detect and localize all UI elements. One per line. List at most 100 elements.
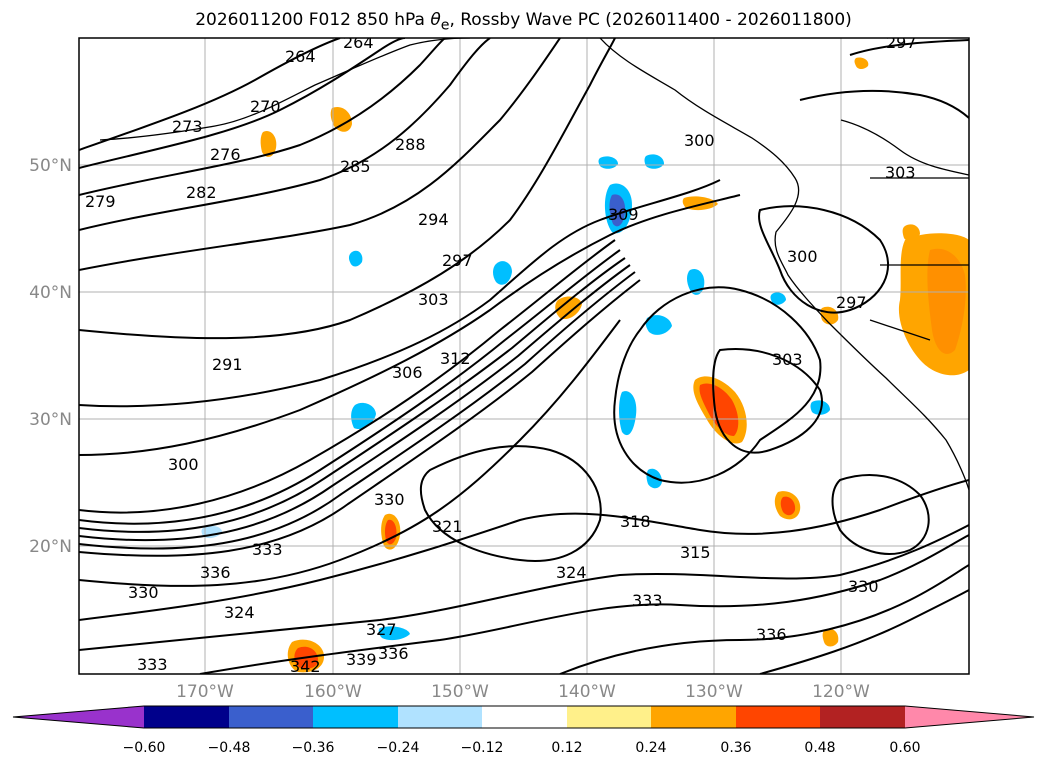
colorbar-segment bbox=[736, 706, 820, 728]
map-content: 264 264 270 273 276 279 282 285 288 291 … bbox=[79, 33, 969, 676]
contour-label: 270 bbox=[250, 97, 281, 116]
positive-anomaly-patch bbox=[555, 296, 582, 320]
lat-label-20n: 20°N bbox=[29, 537, 72, 557]
lon-label-150w: 150°W bbox=[431, 682, 489, 702]
negative-anomaly-core bbox=[609, 194, 626, 227]
colorbar-segment bbox=[482, 706, 567, 728]
contour-label: 330 bbox=[848, 577, 879, 596]
colorbar-segment bbox=[144, 706, 229, 728]
negative-anomaly-patch bbox=[348, 250, 363, 267]
colorbar: −0.60 −0.48 −0.36 −0.24 −0.12 0.12 0.24 … bbox=[12, 705, 1035, 756]
colorbar-tick-label: −0.24 bbox=[377, 740, 420, 756]
contour-label: 264 bbox=[285, 47, 316, 66]
colorbar-tick-label: −0.36 bbox=[292, 740, 335, 756]
contour-label: 282 bbox=[186, 183, 217, 202]
contour-label: 327 bbox=[366, 620, 397, 639]
colorbar-extend-min bbox=[13, 706, 144, 728]
colorbar-tick-label: 0.60 bbox=[889, 740, 920, 756]
contour-label: 333 bbox=[252, 540, 283, 559]
contour-label: 309 bbox=[608, 205, 639, 224]
contour-label: 333 bbox=[137, 655, 168, 674]
contour-label: 300 bbox=[787, 247, 818, 266]
contour-label: 336 bbox=[378, 644, 409, 663]
contour-label: 303 bbox=[885, 163, 916, 182]
contour-label: 297 bbox=[886, 33, 917, 52]
colorbar-segment bbox=[651, 706, 736, 728]
contour-label: 300 bbox=[168, 455, 199, 474]
positive-anomaly-patch bbox=[330, 106, 352, 132]
strong-positive-anomaly-patch bbox=[699, 383, 739, 436]
contour-label: 324 bbox=[556, 563, 587, 582]
graticule bbox=[79, 38, 969, 674]
colorbar-extend-max bbox=[905, 706, 1034, 728]
contour-label: 291 bbox=[212, 355, 243, 374]
coastlines bbox=[99, 38, 969, 491]
colorbar-segment bbox=[229, 706, 313, 728]
colorbar-segment bbox=[313, 706, 398, 728]
theta-e-contours bbox=[79, 38, 969, 674]
lon-label-160w: 160°W bbox=[304, 682, 362, 702]
contour-label: 279 bbox=[85, 192, 116, 211]
negative-anomaly-patch bbox=[770, 292, 786, 305]
contour-label: 336 bbox=[200, 563, 231, 582]
negative-anomaly-patch bbox=[598, 156, 618, 169]
colorbar-segment bbox=[398, 706, 482, 728]
negative-anomaly-patch bbox=[493, 261, 512, 285]
lon-label-120w: 120°W bbox=[812, 682, 870, 702]
contour-label: 273 bbox=[172, 117, 203, 136]
contour-label: 324 bbox=[224, 603, 255, 622]
negative-anomaly-patch bbox=[810, 400, 830, 415]
map-frame bbox=[78, 37, 970, 675]
strong-positive-anomaly-patch bbox=[780, 496, 796, 516]
contour-label: 330 bbox=[128, 583, 159, 602]
title-subscript: e bbox=[440, 17, 450, 34]
lat-label-50n: 50°N bbox=[29, 156, 72, 176]
lat-label-40n: 40°N bbox=[29, 283, 72, 303]
colorbar-segment bbox=[567, 706, 651, 728]
contour-label: 339 bbox=[346, 650, 377, 669]
lon-label-170w: 170°W bbox=[176, 682, 234, 702]
positive-anomaly-patch bbox=[902, 224, 920, 242]
map-title: 2026011200 F012 850 hPa θe, Rossby Wave … bbox=[0, 10, 1047, 33]
positive-anomaly-patch bbox=[854, 57, 869, 69]
negative-anomaly-patch bbox=[378, 626, 410, 641]
negative-anomaly-patch bbox=[619, 391, 637, 436]
contour-label: 264 bbox=[343, 33, 374, 52]
contour-label: 321 bbox=[432, 517, 463, 536]
contour-label: 288 bbox=[395, 135, 426, 154]
positive-anomaly-patch bbox=[822, 628, 839, 647]
contour-label: 303 bbox=[772, 350, 803, 369]
contour-label: 315 bbox=[680, 543, 711, 562]
contour-label: 297 bbox=[442, 251, 473, 270]
contour-label: 294 bbox=[418, 210, 449, 229]
lon-label-140w: 140°W bbox=[558, 682, 616, 702]
contour-label: 330 bbox=[374, 490, 405, 509]
colorbar-tick-label: 0.12 bbox=[551, 740, 582, 756]
colorbar-tick-label: 0.24 bbox=[635, 740, 666, 756]
contour-label: 306 bbox=[392, 363, 423, 382]
contour-label: 303 bbox=[418, 290, 449, 309]
longitude-labels: 170°W 160°W 150°W 140°W 130°W 120°W bbox=[176, 682, 870, 702]
colorbar-tick-label: 0.48 bbox=[804, 740, 835, 756]
contour-label: 276 bbox=[210, 145, 241, 164]
strong-positive-anomaly-patch bbox=[384, 519, 397, 545]
contour-labels: 264 264 270 273 276 279 282 285 288 291 … bbox=[85, 33, 917, 676]
contour-label: 297 bbox=[836, 293, 867, 312]
lat-label-30n: 30°N bbox=[29, 410, 72, 430]
contour-label: 336 bbox=[756, 625, 787, 644]
contour-label: 300 bbox=[684, 131, 715, 150]
contour-label: 312 bbox=[440, 349, 471, 368]
colorbar-segment bbox=[820, 706, 905, 728]
title-theta-symbol: θ bbox=[430, 10, 441, 30]
negative-anomaly-patch bbox=[351, 402, 376, 430]
map-panel bbox=[79, 38, 969, 674]
contour-label: 318 bbox=[620, 512, 651, 531]
contour-label: 342 bbox=[290, 657, 321, 676]
title-text: 2026011200 F012 850 hPa bbox=[195, 10, 431, 30]
lon-label-130w: 130°W bbox=[685, 682, 743, 702]
colorbar-outline bbox=[12, 705, 1035, 729]
title-suffix: , Rossby Wave PC (2026011400 - 202601180… bbox=[449, 10, 852, 30]
colorbar-tick-label: −0.12 bbox=[461, 740, 504, 756]
contour-label: 285 bbox=[340, 157, 371, 176]
